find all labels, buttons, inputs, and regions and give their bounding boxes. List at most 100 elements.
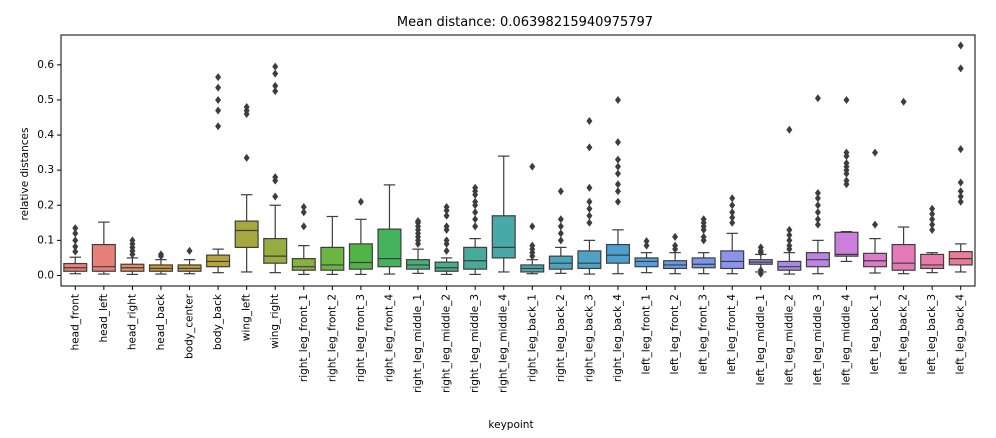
outlier-point [300, 222, 307, 231]
outlier-point [557, 215, 564, 224]
x-tick-label: left_leg_front_2 [669, 294, 681, 374]
outlier-point [643, 237, 650, 246]
outlier-point [786, 236, 793, 245]
outlier-point [272, 192, 279, 201]
outlier-point [929, 215, 936, 224]
box-wing_right [263, 62, 288, 274]
box-right_leg_front_1 [291, 203, 316, 276]
x-tick-label: right_leg_back_3 [583, 294, 595, 382]
outlier-point [529, 241, 536, 250]
outlier-point [415, 217, 422, 226]
box-body [463, 246, 488, 270]
outlier-point [586, 117, 593, 126]
box-left_leg_back_3 [920, 204, 945, 274]
outlier-point [472, 183, 479, 192]
x-tick-label: wing_right [269, 294, 281, 349]
outlier-point [272, 69, 279, 78]
outlier-point [614, 187, 621, 196]
outlier-point [786, 231, 793, 240]
outlier-point [586, 143, 593, 152]
box-body [834, 231, 859, 257]
outlier-point [700, 232, 707, 241]
box-right_leg_back_1 [520, 162, 545, 275]
x-tick-label: head_right [126, 294, 138, 350]
x-tick-label: body_center [184, 293, 196, 359]
x-tick-label: right_leg_middle_4 [498, 294, 510, 393]
x-tick-label: left_leg_middle_1 [755, 294, 767, 385]
outlier-point [900, 97, 907, 106]
box-body [348, 243, 373, 270]
x-tick-label: right_leg_back_4 [612, 294, 624, 382]
outlier-point [814, 194, 821, 203]
x-tick-label: right_leg_middle_2 [441, 294, 453, 393]
box-body [577, 250, 602, 270]
outlier-point [729, 213, 736, 222]
outlier-point [586, 197, 593, 206]
box-right_leg_middle_3 [463, 183, 488, 276]
outlier-point [843, 148, 850, 157]
outlier-point [872, 148, 879, 157]
outlier-point [957, 64, 964, 73]
outlier-point [443, 246, 450, 255]
outlier-point [443, 222, 450, 231]
x-tick-label: right_leg_middle_1 [412, 294, 424, 393]
box-body [91, 243, 116, 272]
box-body [377, 228, 402, 268]
outlier-point [72, 224, 79, 233]
outlier-point [72, 229, 79, 238]
y-tick-label: 0.4 [37, 129, 54, 141]
box-left_leg_back_4 [948, 41, 973, 273]
outlier-point [557, 236, 564, 245]
chart-title: Mean distance: 0.06398215940975797 [397, 15, 653, 30]
box-body [605, 243, 630, 264]
outlier-point [272, 87, 279, 96]
outlier-point [786, 225, 793, 234]
outlier-point [729, 194, 736, 203]
box-left_leg_front_3 [691, 215, 716, 275]
box-body [691, 257, 716, 269]
plot-frame [60, 34, 976, 287]
x-tick-label: left_leg_middle_3 [812, 294, 824, 385]
outlier-point [529, 162, 536, 171]
outlier-point [814, 94, 821, 103]
box-left_leg_back_1 [863, 148, 888, 274]
box-right_leg_back_4 [605, 95, 630, 275]
outlier-point [472, 222, 479, 231]
box-body_back [206, 73, 231, 274]
x-tick-label: left_leg_front_3 [698, 294, 710, 374]
box-body [634, 257, 659, 268]
outlier-point [129, 236, 136, 245]
outlier-point [157, 250, 164, 259]
outlier-point [472, 215, 479, 224]
box-body [291, 258, 316, 271]
x-tick-label: left_leg_back_4 [955, 294, 967, 375]
outlier-point [614, 169, 621, 178]
outlier-point [72, 236, 79, 245]
x-tick-label: head_front [69, 294, 81, 350]
box-body [863, 252, 888, 268]
box-right_leg_front_4 [377, 184, 402, 275]
outlier-point [586, 204, 593, 213]
x-tick-label: right_leg_back_2 [555, 294, 567, 382]
outlier-point [729, 218, 736, 227]
outlier-point [443, 236, 450, 245]
x-tick-label: left_leg_front_1 [641, 294, 653, 374]
outlier-point [843, 176, 850, 185]
outlier-point [843, 159, 850, 168]
outlier-point [614, 180, 621, 189]
outlier-point [957, 197, 964, 206]
outlier-point [443, 203, 450, 212]
outlier-point [729, 208, 736, 217]
outlier-point [957, 192, 964, 201]
outlier-point [243, 153, 250, 162]
box-body [491, 215, 516, 259]
y-tick-label: 0.6 [37, 59, 54, 71]
y-tick-label: 0.3 [37, 164, 54, 176]
y-tick-label: 0.1 [37, 234, 54, 246]
outlier-point [72, 242, 79, 251]
outlier-point [472, 208, 479, 217]
x-tick-label: body_back [212, 293, 224, 350]
outlier-point [300, 203, 307, 212]
box-left_leg_middle_1 [748, 243, 773, 278]
x-tick-label: left_leg_front_4 [726, 294, 738, 375]
